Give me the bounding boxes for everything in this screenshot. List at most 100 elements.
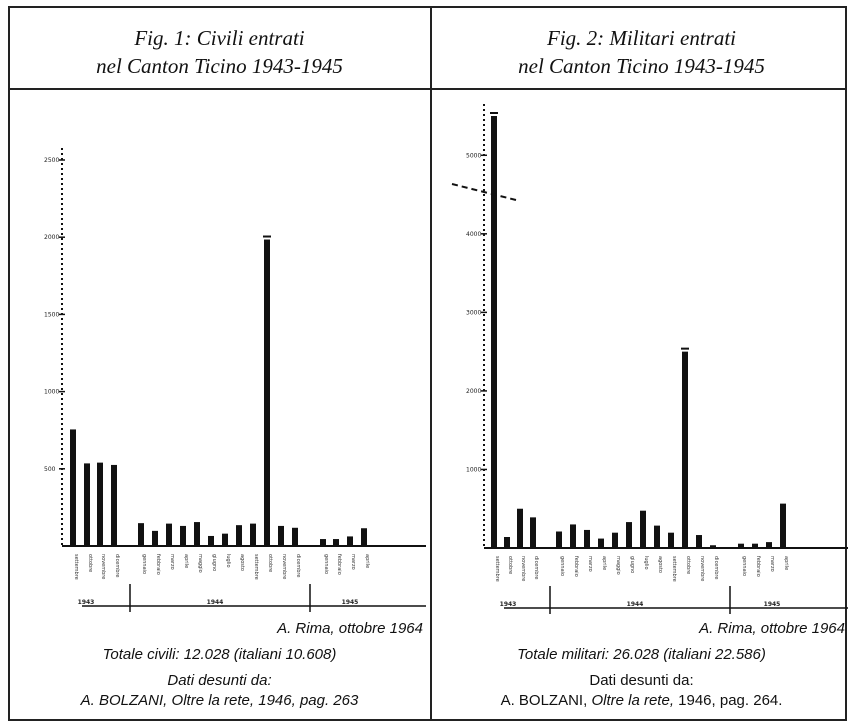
bar [70, 429, 76, 546]
bar [250, 523, 256, 546]
figure-2-chart: 1000 2000 3000 4000 5000 settembre ottobre nove… [432, 90, 851, 630]
bar [491, 116, 497, 548]
month-label: ottobre [685, 556, 691, 574]
bar [504, 537, 510, 548]
month-label: novembre [699, 556, 705, 581]
year-label: 1944 [207, 599, 224, 606]
figure-2-total: Totale militari: 26.028 (italiani 22.586… [517, 646, 766, 663]
month-label: ottobre [87, 554, 93, 572]
bar [138, 523, 144, 546]
figure-1-title-line1: Fig. 1: Civili entrati [134, 26, 305, 50]
bar [612, 532, 618, 548]
bar-top-mark [681, 347, 689, 350]
month-label: settembre [671, 556, 677, 582]
y-tick-label: 1000 [466, 466, 481, 473]
bar [696, 535, 702, 548]
month-label: febbraio [336, 554, 342, 575]
figure-2-source: A. BOLZANI, Oltre la rete, 1946, pag. 26… [432, 692, 851, 709]
month-label: ottobre [267, 554, 273, 572]
figure-1-title: Fig. 1: Civili entrati nel Canton Ticino… [10, 24, 429, 80]
bar [668, 532, 674, 548]
bar [333, 539, 339, 546]
figure-1-source-author: A. BOLZANI, [80, 692, 168, 709]
month-label: dicembre [295, 554, 301, 577]
month-label: febbraio [573, 556, 579, 577]
bar [208, 535, 214, 546]
bar [111, 464, 117, 546]
figure-2-source-work: Oltre la rete, [591, 692, 674, 709]
figure-2-credit: A. Rima, ottobre 1964 [699, 620, 845, 637]
bar [152, 530, 158, 546]
bar-top-mark [263, 235, 271, 238]
figure-1-svg: 500 1000 1500 2000 2500 settembre ottobre novem… [44, 148, 426, 612]
bar [530, 517, 536, 548]
y-tick-label: 3000 [466, 309, 481, 316]
bar [97, 462, 103, 546]
bar [166, 523, 172, 546]
bar [710, 545, 716, 548]
bar [180, 525, 186, 546]
month-label: novembre [100, 554, 106, 579]
figure-1-source-intro: Dati desunti da: [167, 672, 272, 689]
y-tick-label: 1000 [44, 389, 59, 396]
bar [640, 510, 646, 548]
bar [752, 543, 758, 548]
bar [292, 527, 298, 546]
bar [194, 522, 200, 546]
figure-2-source-intro: Dati desunti da: [589, 672, 694, 689]
month-label: dicembre [533, 556, 539, 579]
bar [654, 525, 660, 548]
figure-1-chart: 500 1000 1500 2000 2500 settembre ottobre novem… [10, 90, 429, 630]
month-label: marzo [169, 554, 175, 570]
month-label: aprile [364, 554, 370, 568]
y-tick-label: 1500 [44, 311, 59, 318]
month-label: giugno [629, 556, 635, 573]
bar-top-mark [490, 112, 498, 114]
month-label: agosto [657, 556, 663, 573]
year-label: 1945 [764, 601, 781, 608]
figure-2-source-author: A. BOLZANI, [500, 692, 588, 709]
month-label: marzo [350, 554, 356, 570]
month-label: settembre [253, 554, 259, 580]
month-label: dicembre [713, 556, 719, 579]
year-label: 1944 [627, 601, 644, 608]
month-label: marzo [769, 556, 775, 572]
month-label: luglio [225, 554, 231, 568]
month-label: marzo [587, 556, 593, 572]
figure-2-title-line2: nel Canton Ticino 1943-1945 [518, 54, 765, 78]
month-label: novembre [520, 556, 526, 581]
panel-divider [430, 6, 432, 721]
figure-2-title-line1: Fig. 2: Militari entrati [547, 26, 736, 50]
bar [584, 529, 590, 548]
figure-2-title: Fig. 2: Militari entrati nel Canton Tici… [432, 24, 851, 80]
y-tick-label: 5000 [466, 152, 481, 159]
month-label: settembre [494, 556, 500, 582]
year-label: 1943 [500, 601, 517, 608]
bar [556, 531, 562, 548]
bar [598, 538, 604, 548]
figure-2-panel: Fig. 2: Militari entrati nel Canton Tici… [432, 8, 851, 719]
bar [626, 522, 632, 548]
bar [766, 542, 772, 548]
y-tick-label: 500 [44, 466, 56, 473]
y-tick-label: 2500 [44, 157, 59, 164]
month-label: giugno [211, 554, 217, 571]
y-tick-label: 4000 [466, 231, 481, 238]
month-label: maggio [615, 556, 621, 575]
figure-1-panel: Fig. 1: Civili entrati nel Canton Ticino… [10, 8, 429, 719]
month-label: dicembre [114, 554, 120, 577]
bar [264, 239, 270, 547]
y-tick-label: 2000 [466, 388, 481, 395]
figure-1-title-line2: nel Canton Ticino 1943-1945 [96, 54, 343, 78]
month-label: febbraio [155, 554, 161, 575]
bar [780, 503, 786, 548]
bar [320, 539, 326, 546]
figure-1-source: A. BOLZANI, Oltre la rete, 1946, pag. 26… [10, 692, 429, 709]
month-label: agosto [239, 554, 245, 571]
bar [682, 351, 688, 548]
year-label: 1945 [342, 599, 359, 606]
month-label: gennaio [741, 556, 747, 576]
month-label: luglio [643, 556, 649, 570]
bar [222, 533, 228, 546]
month-label: gennaio [323, 554, 329, 574]
